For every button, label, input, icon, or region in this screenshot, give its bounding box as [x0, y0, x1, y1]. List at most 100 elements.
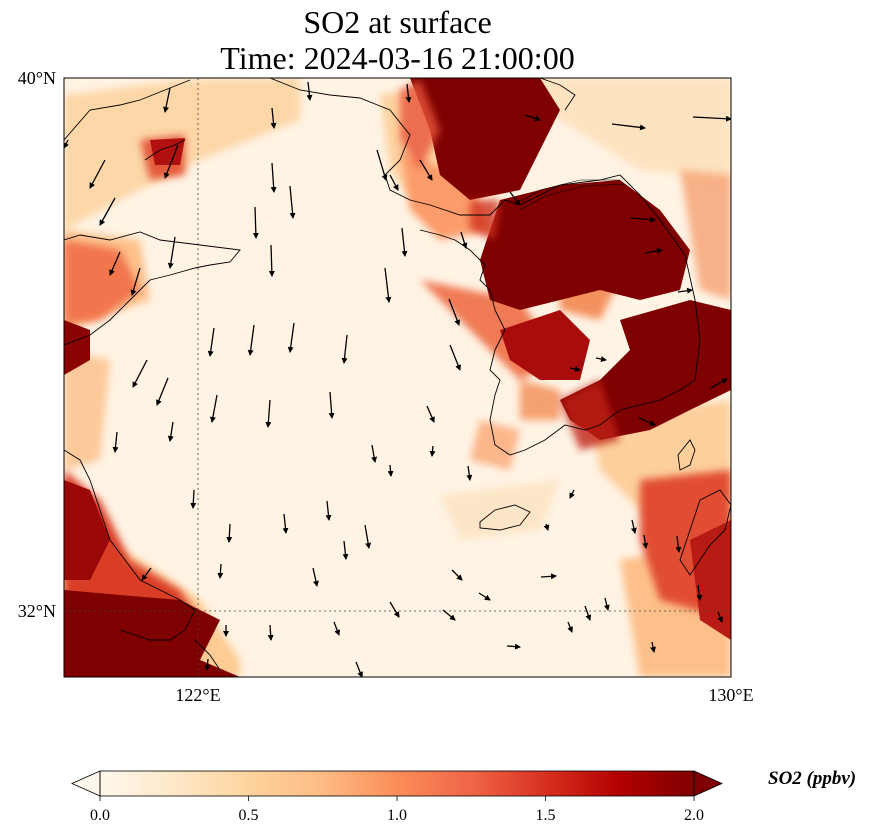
wind-arrow [204, 658, 211, 671]
wind-arrow [265, 399, 272, 428]
colorbar: 0.0 0.5 1.0 1.5 2.0 [71, 770, 723, 824]
wind-arrow [675, 535, 682, 553]
bohai-north-coast [64, 79, 191, 141]
colorbar-ticks: 0.0 0.5 1.0 1.5 2.0 [90, 796, 704, 824]
wind-arrow [384, 267, 392, 303]
wind-arrow [696, 584, 703, 601]
wind-arrow [629, 216, 656, 223]
wind-arrow [333, 621, 341, 636]
wind-arrow [644, 247, 663, 254]
lon-tick-122e: 122°E [175, 685, 220, 705]
wind-arrow [611, 123, 646, 131]
wind-arrow [419, 159, 433, 181]
wind-arrow [524, 114, 541, 122]
wind-arrow [267, 624, 274, 641]
map-title: SO2 at surface Time: 2024-03-16 21:00:00 [0, 4, 795, 76]
wind-arrow [567, 621, 573, 633]
wind-arrow [190, 489, 197, 509]
colorbar-tick-label: 0.0 [90, 807, 110, 824]
wind-arrow [692, 115, 731, 122]
kyushu-coast [679, 489, 731, 576]
so2-field [64, 78, 731, 677]
wind-arrow [642, 534, 649, 549]
wind-arrow [209, 394, 218, 423]
wind-arrow [506, 643, 521, 650]
wind-arrow [89, 159, 106, 189]
wind-arrow [543, 523, 550, 531]
wind-arrow [312, 567, 319, 587]
wind-arrow [341, 334, 348, 364]
wind-arrow [99, 197, 116, 226]
wind-arrow [710, 378, 728, 389]
shandong-coast [64, 231, 241, 346]
title-line-1: SO2 at surface [303, 4, 492, 40]
wind-arrow [141, 567, 152, 581]
wind-vectors [64, 81, 731, 677]
wind-arrow [287, 322, 295, 353]
wind-arrow [478, 592, 491, 601]
wind-arrow [247, 324, 255, 356]
wind-arrow [130, 267, 141, 296]
wind-arrow [509, 191, 521, 206]
wind-arrow [207, 327, 215, 357]
wind-arrow [289, 185, 296, 219]
wind-arrow [156, 377, 169, 406]
wind-arrow [342, 540, 349, 560]
wind-arrow [429, 445, 436, 457]
wind-arrow [167, 421, 174, 442]
lat-tick-40n: 40°N [18, 68, 56, 88]
coastlines [64, 78, 731, 671]
lat-tick-32n: 32°N [18, 601, 56, 621]
wind-arrow [306, 81, 313, 101]
wind-arrow [371, 444, 378, 463]
wind-arrow [252, 206, 259, 239]
colorbar-gradient [100, 771, 694, 796]
colorbar-extend-min [71, 770, 101, 797]
wind-arrow [540, 573, 557, 580]
jeju-island [479, 504, 531, 531]
wind-arrow [270, 162, 277, 193]
title-line-2: Time: 2024-03-16 21:00:00 [220, 40, 575, 76]
wind-arrow [650, 641, 656, 653]
colorbar-tick-label: 0.5 [239, 807, 259, 824]
wind-arrow [167, 236, 176, 269]
zhejiang-coast [194, 639, 221, 671]
wind-arrow [405, 83, 412, 103]
jiangsu-coast [64, 449, 196, 641]
colorbar-tick-label: 1.5 [536, 807, 556, 824]
wind-arrow [163, 87, 171, 113]
wind-arrow [364, 524, 372, 549]
wind-arrow [630, 519, 637, 534]
wind-arrow [376, 149, 388, 181]
gridlines [64, 78, 731, 677]
wind-arrow [466, 465, 473, 481]
wind-arrow [448, 298, 461, 326]
wind-arrow [451, 569, 463, 581]
field-high [64, 78, 731, 677]
wind-arrow [389, 601, 400, 618]
colorbar-extend-max [693, 770, 723, 797]
wind-arrow [226, 523, 233, 543]
wind-arrow [603, 597, 610, 611]
wind-arrow [460, 231, 468, 249]
wind-arrow [132, 359, 148, 388]
wind-arrow [638, 417, 656, 426]
wind-arrow [595, 356, 607, 362]
colorbar-tick-label: 1.0 [387, 807, 407, 824]
lon-tick-130e: 130°E [708, 685, 753, 705]
wind-arrow [328, 391, 335, 419]
wind-arrow [270, 107, 277, 129]
bohai-south-coast [144, 139, 186, 161]
wind-arrow [109, 251, 121, 276]
wind-arrow [717, 611, 723, 623]
korean-peninsula-coast [269, 78, 701, 456]
wind-arrow [569, 489, 575, 499]
wind-arrow [64, 139, 69, 149]
wind-arrow [355, 661, 363, 677]
wind-arrow [569, 366, 581, 372]
wind-arrow [268, 244, 275, 277]
map-frame [63, 77, 732, 678]
wind-arrow [217, 563, 224, 579]
wind-arrow [325, 500, 332, 521]
